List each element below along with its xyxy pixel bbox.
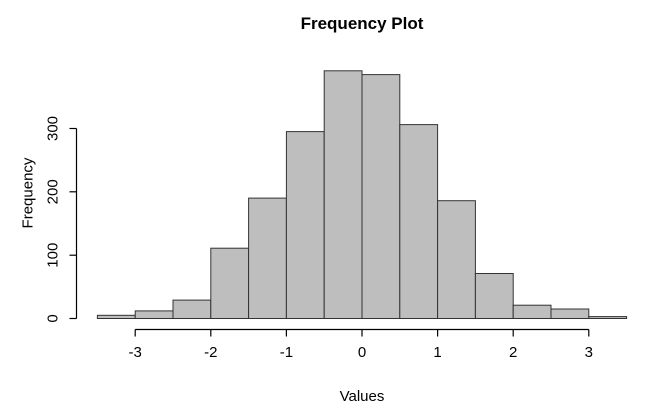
x-tick-label: 3 [585, 344, 593, 361]
y-axis-title: Frequency [19, 157, 37, 229]
histogram-bar [361, 74, 401, 319]
histogram-bar [474, 273, 514, 319]
histogram-bar [285, 131, 325, 319]
x-tick-label: 0 [358, 344, 366, 361]
y-tick-label: 200 [45, 179, 62, 204]
x-tick-label: -2 [204, 344, 217, 361]
x-tick-label: 2 [509, 344, 517, 361]
histogram-bar [323, 70, 363, 319]
chart-title: Frequency Plot [300, 14, 424, 33]
histogram-bar [248, 197, 287, 320]
histogram-bar [399, 124, 439, 319]
histogram-bar [172, 299, 212, 320]
histogram-bar [588, 316, 628, 320]
x-tick-label: -1 [280, 344, 293, 361]
histogram-bar [96, 314, 136, 319]
histogram-bar [550, 308, 590, 319]
histogram-bar [437, 200, 476, 319]
y-tick-label: 100 [45, 243, 62, 268]
x-tick-label: -3 [129, 344, 142, 361]
histogram-bar [512, 304, 552, 320]
x-tick-label: 1 [433, 344, 441, 361]
y-tick-label: 0 [45, 314, 62, 322]
y-tick-label: 300 [45, 116, 62, 141]
x-axis-title: Values [339, 388, 385, 405]
histogram-bar [134, 310, 174, 319]
histogram-bar [210, 247, 250, 319]
